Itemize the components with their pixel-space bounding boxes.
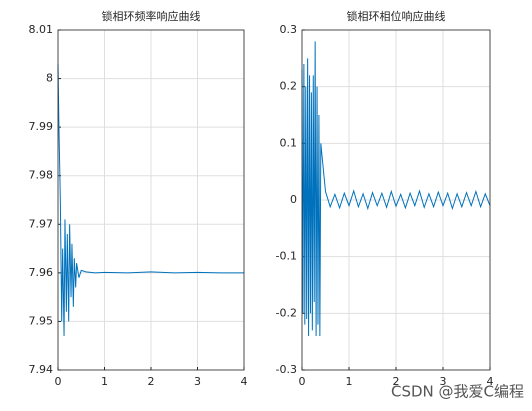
y-tick-label: 7.97	[29, 217, 54, 230]
y-tick-label: 7.96	[29, 266, 54, 279]
y-tick-label: 7.95	[29, 314, 54, 327]
line	[57, 63, 244, 337]
y-tick-label: 7.94	[29, 363, 54, 376]
y-tick-label: 7.98	[29, 169, 54, 182]
x-tick-label: 4	[487, 375, 494, 388]
y-tick-label: 0.2	[280, 80, 298, 93]
y-tick-label: 7.99	[29, 120, 54, 133]
y-tick-label: 8	[46, 72, 53, 85]
x-tick-label: 2	[393, 375, 400, 388]
x-tick-label: 0	[55, 375, 62, 388]
axes-box	[301, 29, 491, 371]
axes-box	[57, 29, 245, 371]
chart-title: 锁相环相位响应曲线	[347, 9, 446, 23]
x-tick-label: 2	[148, 375, 155, 388]
x-tick-label: 3	[440, 375, 447, 388]
line	[301, 41, 491, 337]
y-tick-label: 0	[290, 193, 297, 206]
x-tick-label: 1	[346, 375, 353, 388]
x-tick-label: 0	[299, 375, 306, 388]
y-tick-label: 8.01	[29, 23, 54, 36]
chart-title: 锁相环频率响应曲线	[102, 9, 201, 23]
y-tick-label: -0.1	[276, 250, 297, 263]
y-tick-label: -0.3	[276, 363, 297, 376]
y-tick-label: 0.3	[280, 23, 298, 36]
x-tick-label: 3	[194, 375, 201, 388]
x-tick-label: 4	[241, 375, 248, 388]
y-tick-label: -0.2	[276, 306, 297, 319]
y-tick-label: 0.1	[280, 136, 298, 149]
watermark: CSDN @我爱C编程	[391, 383, 524, 401]
x-tick-label: 1	[101, 375, 108, 388]
